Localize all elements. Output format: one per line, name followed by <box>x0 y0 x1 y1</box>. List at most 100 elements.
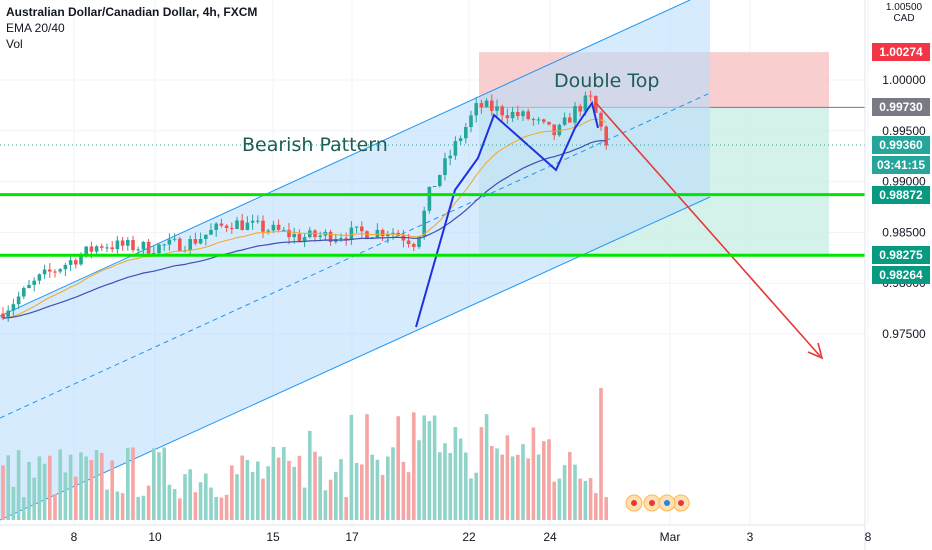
candle-body <box>339 238 343 240</box>
candle-body <box>380 229 385 237</box>
candle-body <box>58 269 62 272</box>
candle-body <box>427 186 432 211</box>
candle-body <box>422 210 426 237</box>
candle-body <box>360 226 364 232</box>
x-tick-label: 8 <box>865 530 872 544</box>
candle-body <box>209 229 213 235</box>
candle-body <box>105 247 109 249</box>
x-tick-label: 15 <box>266 530 280 544</box>
price-tag: 1.00274 <box>872 43 930 62</box>
candle-body <box>230 227 234 229</box>
candle-body <box>583 95 588 112</box>
volume-bar <box>526 458 530 520</box>
volume-bar <box>16 450 21 520</box>
y-tick-label: 0.98500 <box>882 225 926 239</box>
x-tick-label: Mar <box>660 530 681 544</box>
candle-body <box>188 239 192 251</box>
volume-bar <box>396 416 400 520</box>
volume-bar <box>271 446 276 520</box>
candle-body <box>126 240 130 246</box>
volume-bar <box>375 459 380 520</box>
candle-body <box>412 244 416 247</box>
candle-body <box>386 234 390 237</box>
volume-legend[interactable]: Vol <box>6 37 23 51</box>
candle-body <box>438 175 442 186</box>
volume-bar <box>557 478 562 520</box>
candle-body <box>94 246 99 252</box>
candle-body <box>219 223 224 226</box>
volume-bar <box>536 454 541 520</box>
volume-bar <box>6 455 10 520</box>
candle-body <box>500 106 504 116</box>
ema-legend[interactable]: EMA 20/40 <box>6 21 65 35</box>
volume-bar <box>37 456 42 520</box>
candle-body <box>1 313 5 319</box>
ema-lines <box>2 118 607 319</box>
currency-label: 1.00500 CAD <box>876 2 932 24</box>
candle-body <box>84 246 88 256</box>
volume-bar <box>380 474 385 520</box>
candle-body <box>573 106 577 123</box>
projection-arrow <box>595 102 821 357</box>
volume-bar <box>406 472 411 520</box>
candle-body <box>297 234 302 242</box>
volume-bar <box>401 461 406 520</box>
candle-body <box>328 231 333 242</box>
volume-bar <box>417 440 421 520</box>
candle-body <box>89 246 94 252</box>
candle-body <box>16 296 21 305</box>
candle-body <box>308 230 312 238</box>
volume-bar <box>432 415 437 520</box>
candle-body <box>318 235 322 238</box>
candle-body <box>204 234 208 239</box>
channel-fill <box>0 0 710 520</box>
candle-body <box>484 100 489 108</box>
volume-bar <box>178 498 182 520</box>
candle-body <box>464 127 468 139</box>
candle-body <box>11 304 16 311</box>
volume-bar <box>479 427 484 520</box>
price-tag: 03:41:15 <box>872 156 930 175</box>
candle-body <box>193 239 198 244</box>
volume-bar <box>386 456 390 520</box>
candle-body <box>172 238 177 240</box>
volume-bar <box>318 456 322 520</box>
volume-bar <box>84 456 88 520</box>
volume-bar <box>448 452 452 520</box>
candle-body <box>510 111 515 119</box>
volume-bar <box>141 495 146 520</box>
volume-bar <box>22 497 26 520</box>
candle-body <box>198 238 203 244</box>
volume-bar <box>11 486 16 520</box>
volume-bar <box>27 462 31 520</box>
volume-bar <box>453 427 458 520</box>
volume-bar <box>136 496 140 520</box>
candle-body <box>152 253 156 255</box>
economic-events <box>625 494 690 512</box>
volume-bar <box>183 474 187 520</box>
candle-body <box>282 229 286 231</box>
volume-bar <box>167 484 172 520</box>
price-tag: 0.98275 <box>872 246 930 265</box>
ascending-channel <box>0 0 711 521</box>
arrow-head <box>807 342 824 360</box>
volume-bar <box>391 447 395 520</box>
volume-bar <box>443 443 447 520</box>
event-dot <box>678 500 684 506</box>
volume-bar <box>547 439 551 520</box>
candle-body <box>157 244 161 254</box>
volume-bar <box>157 452 161 520</box>
candle-body <box>53 271 57 273</box>
candle-body <box>344 238 348 240</box>
currency-unit: CAD <box>893 13 915 24</box>
volume-bar <box>531 427 536 520</box>
volume-bar <box>349 414 354 520</box>
volume-bar <box>48 455 52 520</box>
candle-body <box>453 141 458 156</box>
double-top-pattern <box>415 100 599 328</box>
volume-bar <box>188 469 192 520</box>
candle-body <box>136 249 140 251</box>
volume-bar <box>438 452 442 520</box>
event-dot <box>664 500 670 506</box>
